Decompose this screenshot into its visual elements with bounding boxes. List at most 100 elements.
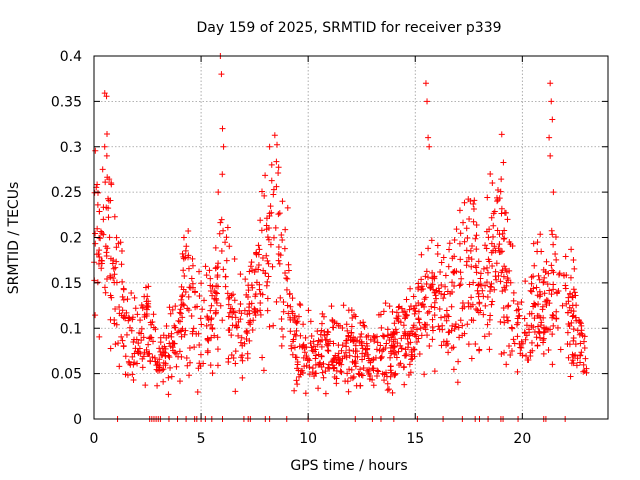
data-point bbox=[150, 311, 157, 318]
data-point bbox=[178, 353, 185, 360]
data-point bbox=[473, 232, 480, 239]
data-point bbox=[422, 273, 429, 280]
data-point bbox=[278, 342, 285, 349]
data-point bbox=[351, 359, 358, 366]
data-point bbox=[428, 303, 435, 310]
data-point bbox=[446, 240, 453, 247]
data-point bbox=[232, 348, 239, 355]
data-point bbox=[434, 242, 441, 249]
data-point bbox=[317, 331, 324, 338]
data-point bbox=[145, 298, 152, 305]
data-point bbox=[384, 332, 391, 339]
data-point bbox=[415, 299, 422, 306]
data-point bbox=[388, 369, 395, 376]
data-point bbox=[273, 158, 280, 165]
data-point bbox=[548, 227, 555, 234]
data-point bbox=[369, 376, 376, 383]
data-point bbox=[282, 269, 289, 276]
data-point bbox=[222, 283, 229, 290]
data-point bbox=[430, 286, 437, 293]
data-point bbox=[143, 306, 150, 313]
data-point bbox=[113, 321, 120, 328]
data-point bbox=[373, 372, 380, 379]
data-point bbox=[400, 364, 407, 371]
data-point bbox=[212, 309, 219, 316]
data-point bbox=[252, 312, 259, 319]
data-point bbox=[348, 366, 355, 373]
data-point bbox=[425, 274, 432, 281]
data-point bbox=[474, 287, 481, 294]
data-point bbox=[175, 317, 182, 324]
data-point bbox=[199, 306, 206, 313]
data-point bbox=[415, 335, 422, 342]
data-point bbox=[533, 284, 540, 291]
data-point bbox=[147, 334, 154, 341]
data-point bbox=[534, 312, 541, 319]
data-point bbox=[162, 345, 169, 352]
data-point bbox=[101, 143, 108, 150]
data-point bbox=[349, 315, 356, 322]
data-point bbox=[203, 322, 210, 329]
data-point bbox=[484, 269, 491, 276]
data-point bbox=[470, 279, 477, 286]
data-point bbox=[402, 314, 409, 321]
y-tick-label: 0.4 bbox=[60, 49, 82, 65]
data-point bbox=[486, 330, 493, 337]
data-point bbox=[468, 256, 475, 263]
data-point bbox=[220, 227, 227, 234]
data-point bbox=[488, 214, 495, 221]
data-point bbox=[466, 216, 473, 223]
data-point bbox=[168, 373, 175, 380]
data-point bbox=[106, 176, 113, 183]
data-point bbox=[250, 317, 257, 324]
data-point bbox=[580, 368, 587, 375]
data-point bbox=[378, 353, 385, 360]
data-point bbox=[540, 339, 547, 346]
data-point bbox=[386, 337, 393, 344]
data-point bbox=[375, 311, 382, 318]
data-point bbox=[564, 329, 571, 336]
data-point bbox=[549, 231, 556, 238]
data-point bbox=[225, 295, 232, 302]
data-point bbox=[209, 283, 216, 290]
data-point bbox=[102, 179, 109, 186]
data-point bbox=[395, 348, 402, 355]
data-point bbox=[498, 205, 505, 212]
data-point bbox=[118, 261, 125, 268]
data-point bbox=[391, 344, 398, 351]
data-point bbox=[207, 288, 214, 294]
data-point bbox=[418, 286, 425, 293]
data-point bbox=[107, 292, 114, 299]
data-point bbox=[482, 242, 489, 249]
x-tick-label: 10 bbox=[299, 431, 317, 447]
data-point bbox=[119, 278, 126, 285]
data-point bbox=[493, 276, 500, 283]
data-point bbox=[434, 251, 441, 258]
data-point bbox=[530, 285, 537, 292]
data-point bbox=[440, 254, 447, 261]
data-point bbox=[295, 313, 302, 320]
data-point bbox=[491, 243, 498, 250]
data-point bbox=[305, 307, 312, 314]
data-point bbox=[445, 349, 452, 356]
data-point bbox=[267, 241, 274, 248]
data-point bbox=[209, 292, 216, 299]
data-point bbox=[526, 326, 533, 333]
x-tick-label: 0 bbox=[90, 431, 99, 447]
data-point bbox=[269, 263, 276, 270]
data-point bbox=[445, 263, 452, 270]
data-point bbox=[315, 351, 322, 358]
data-point bbox=[280, 308, 287, 315]
data-point bbox=[505, 317, 512, 324]
data-point bbox=[545, 326, 552, 333]
data-point bbox=[176, 348, 183, 355]
data-point bbox=[376, 347, 383, 354]
data-point bbox=[307, 340, 314, 347]
data-point bbox=[345, 333, 352, 340]
data-point bbox=[417, 325, 424, 332]
data-point bbox=[119, 293, 126, 300]
data-point bbox=[179, 250, 186, 257]
x-tick-label: 20 bbox=[513, 431, 531, 447]
data-point bbox=[335, 322, 342, 329]
data-point bbox=[107, 345, 114, 352]
